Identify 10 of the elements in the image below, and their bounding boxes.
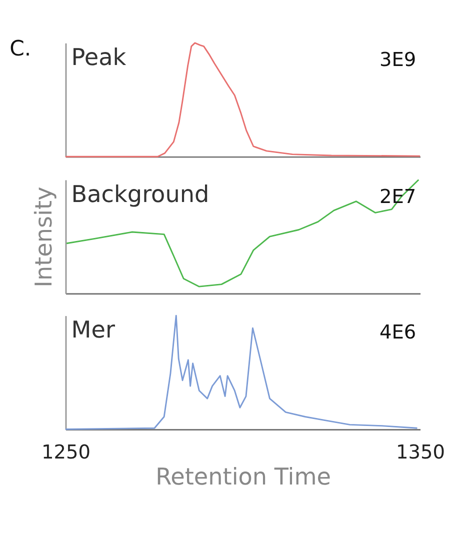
x-tick-label: 1250 [41, 440, 90, 464]
annotation: 4E6 [380, 320, 416, 344]
chart-title: Background [71, 182, 210, 208]
text: C. [10, 35, 32, 60]
x-axis-title: Retention Time [156, 464, 331, 491]
chart-title: Mer [71, 318, 116, 344]
y-axis-title: Intensity [32, 186, 58, 288]
chart-title: Peak [71, 45, 127, 72]
x-tick-label: 1350 [396, 440, 446, 464]
annotation: 3E9 [380, 48, 416, 72]
